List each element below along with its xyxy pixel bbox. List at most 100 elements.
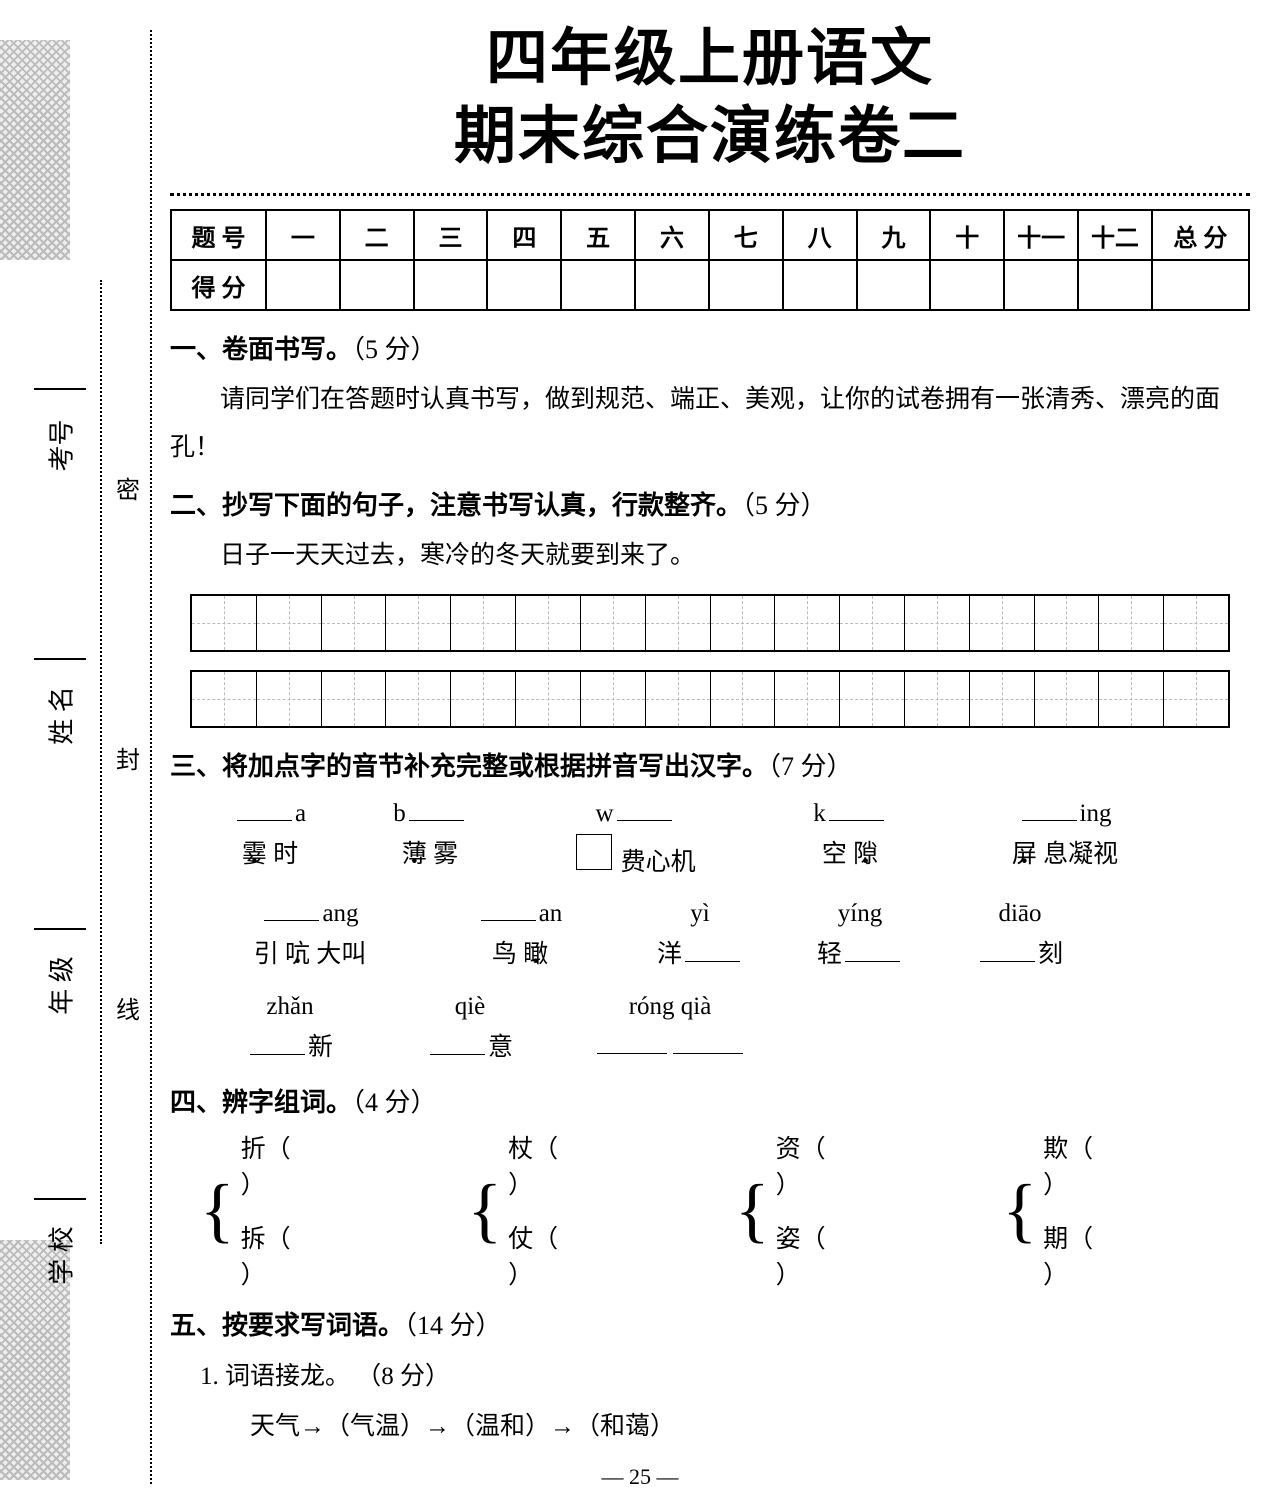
score-col-5: 五 [561, 210, 635, 260]
sec3-r2-chars: 引 吭 大叫 鸟 瞰 洋 轻 刻 [200, 934, 1220, 975]
score-value-row: 得 分 [171, 260, 1249, 310]
score-col-2: 二 [340, 210, 414, 260]
sec3-r1-pinyin: a b w k ing [200, 793, 1220, 834]
sec1-points: （5 分） [352, 335, 437, 364]
sec5-sub1-label: 1. 词语接龙。 [200, 1363, 350, 1390]
title-line-2: 期末综合演练卷二 [170, 98, 1250, 176]
grid-cell [451, 596, 516, 650]
sec3-r2-pinyin: ang an yì yíng diāo [200, 893, 1220, 934]
sec1-title-text: 一、卷面书写。 [170, 335, 352, 364]
score-blank [1078, 260, 1152, 310]
side-field-grade: 年 级 [30, 840, 90, 1004]
word-qingying: 轻 [780, 934, 940, 975]
pinyin-yi: yì [690, 893, 709, 934]
sec5-chain: 天气→（气温）→（温和）→（和蔼） [200, 1402, 1220, 1452]
grid-cell [322, 672, 387, 726]
word-bingxi: 屏 息凝视 [950, 834, 1180, 883]
score-table: 题 号 一 二 三 四 五 六 七 八 九 十 十一 十二 总 分 得 分 [170, 209, 1250, 311]
side-field-examno: 考号 [30, 300, 90, 464]
sec3-r1-chars: 霎 时 薄 雾 费心机 空 隙 屏 息凝视 [200, 834, 1220, 883]
pinyin-a: a [295, 793, 306, 834]
writing-grid [190, 594, 1230, 728]
grid-cell [257, 672, 322, 726]
grid-cell [192, 672, 257, 726]
side-field-grade-line [34, 840, 86, 930]
score-blank [1152, 260, 1249, 310]
pinyin-k: k [813, 793, 826, 834]
side-field-examno-line [34, 300, 86, 390]
sec5-sub1: 1. 词语接龙。 （8 分） [200, 1352, 1220, 1402]
score-col-9: 九 [857, 210, 931, 260]
seal-label-mi: 密 [108, 470, 148, 505]
score-blank [857, 260, 931, 310]
sec2-sentence: 日子一天天过去，寒冷的冬天就要到来了。 [170, 532, 1250, 580]
score-blank [340, 260, 414, 310]
grid-cell [1099, 672, 1164, 726]
word-rongqia [560, 1027, 780, 1068]
grid-cell [646, 596, 711, 650]
grid-cell [711, 672, 776, 726]
page-root: 密 封 线 考号 姓 名 年 级 学 校 四年级上册语文 期末综合演练卷二 题 … [0, 0, 1280, 1504]
grid-cell [711, 596, 776, 650]
score-col-3: 三 [414, 210, 488, 260]
pinyin-qie: qiè [455, 986, 486, 1027]
sec2-points: （5 分） [742, 491, 827, 520]
grid-cell [646, 672, 711, 726]
sec4-body: {折（）拆（）{杖（）仗（）{资（）姿（）{欺（）期（） [200, 1129, 1220, 1291]
grid-cell [192, 596, 257, 650]
grid-cell [257, 596, 322, 650]
sec3-points: （7 分） [768, 752, 853, 781]
sec2-title: 二、抄写下面的句子，注意书写认真，行款整齐。（5 分） [170, 485, 1250, 522]
grid-cell [775, 596, 840, 650]
score-col-11: 十一 [1004, 210, 1078, 260]
char-pair: {资（）姿（） [735, 1129, 953, 1291]
grid-cell [451, 672, 516, 726]
char-pair: {欺（）期（） [1003, 1129, 1221, 1291]
score-col-10: 十 [930, 210, 1004, 260]
score-blank [266, 260, 340, 310]
seal-char-1: 密 [116, 470, 140, 505]
score-blank [487, 260, 561, 310]
grid-cell [1164, 672, 1228, 726]
score-blank [561, 260, 635, 310]
grid-cell [905, 596, 970, 650]
sec3-r3-chars: 新 意 [200, 1027, 1220, 1068]
grid-cell [386, 672, 451, 726]
score-value-label: 得 分 [171, 260, 266, 310]
grid-cell [1164, 596, 1228, 650]
word-diaoke: 刻 [940, 934, 1100, 975]
score-blank [414, 260, 488, 310]
binding-dotted-outer [150, 30, 152, 1484]
grid-cell [840, 672, 905, 726]
exam-title: 四年级上册语文 期末综合演练卷二 [170, 20, 1250, 175]
grid-cell [905, 672, 970, 726]
side-field-school: 学 校 [30, 1110, 90, 1274]
score-blank [930, 260, 1004, 310]
sec5-points: （14 分） [404, 1311, 502, 1340]
grid-cell [322, 596, 387, 650]
seal-label-feng: 封 [108, 740, 148, 775]
score-col-4: 四 [487, 210, 561, 260]
sec5-title-text: 五、按要求写词语。 [170, 1311, 404, 1340]
sec1-title: 一、卷面书写。（5 分） [170, 329, 1250, 366]
grid-cell [581, 596, 646, 650]
side-field-name-label: 姓 名 [42, 686, 79, 746]
grid-row-2 [190, 670, 1230, 728]
side-field-school-label: 学 校 [42, 1226, 79, 1286]
grid-cell [840, 596, 905, 650]
score-blank [635, 260, 709, 310]
grid-cell [581, 672, 646, 726]
seal-char-2: 封 [116, 740, 140, 775]
binding-dotted-inner [100, 280, 102, 1244]
pinyin-rongqia: róng qià [629, 986, 712, 1027]
seal-label-xian: 线 [108, 990, 148, 1025]
grid-cell [516, 596, 581, 650]
pinyin-ing: ing [1080, 793, 1112, 834]
score-header-row: 题 号 一 二 三 四 五 六 七 八 九 十 十一 十二 总 分 [171, 210, 1249, 260]
word-zhanxin: 新 [200, 1027, 380, 1068]
score-col-1: 一 [266, 210, 340, 260]
sec4-row: {折（）拆（）{杖（）仗（）{资（）姿（）{欺（）期（） [200, 1129, 1220, 1291]
sec3-title-text: 三、将加点字的音节补充完整或根据拼音写出汉字。 [170, 752, 768, 781]
pinyin-b: b [393, 793, 406, 834]
word-bowu: 薄 雾 [340, 834, 520, 883]
